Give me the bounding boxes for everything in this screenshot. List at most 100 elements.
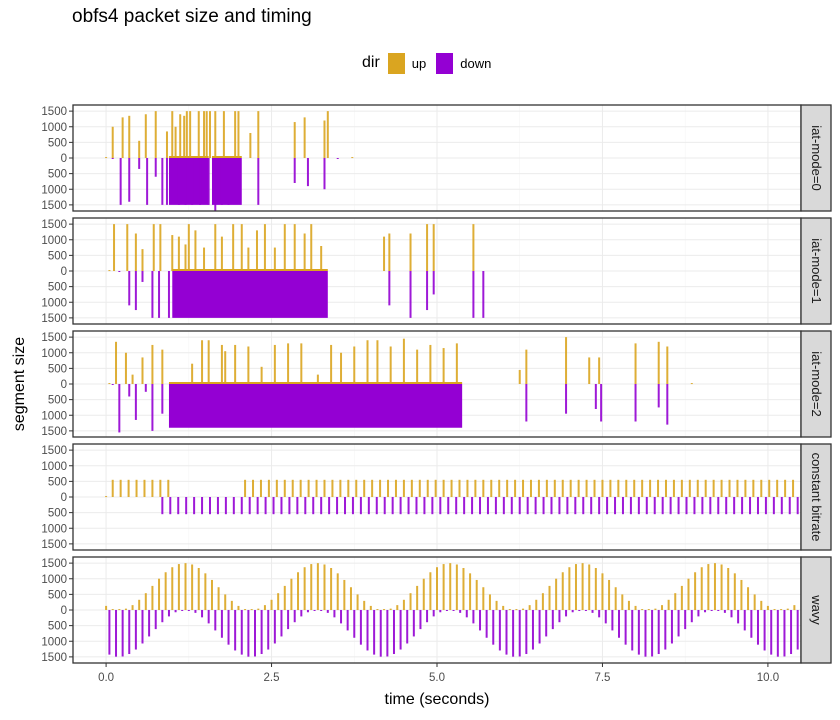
bar-up [214, 224, 217, 271]
bar-down [551, 610, 554, 630]
bar-up [283, 224, 286, 271]
bar-up [127, 479, 130, 497]
bar-up [331, 479, 334, 497]
bar-down [545, 610, 548, 637]
bar-down [419, 610, 422, 630]
bar-down [320, 497, 323, 515]
bar-up [502, 605, 505, 610]
bar-up [151, 344, 154, 384]
y-tick-label: 1000 [41, 574, 67, 586]
bar-up [185, 111, 188, 158]
bar-down [224, 497, 227, 515]
bar-down [214, 158, 217, 212]
y-tick-label: 1500 [41, 558, 67, 570]
bar-down [594, 384, 597, 409]
bar-down [216, 497, 219, 515]
bar-down [273, 610, 276, 644]
bar-up [369, 605, 372, 610]
bar-down [174, 610, 177, 613]
bar-up [784, 479, 787, 497]
bar-up [167, 479, 170, 497]
bar-up [121, 117, 124, 158]
bar-up [518, 369, 521, 384]
bar-up [696, 479, 699, 497]
bar-down [550, 497, 553, 515]
bar-down [161, 384, 164, 414]
bar-down [165, 158, 168, 205]
bar-up [179, 114, 182, 158]
bar-down [684, 610, 687, 630]
bar-down [670, 610, 673, 644]
bar-down [118, 271, 121, 272]
bar-up [108, 270, 111, 272]
bar-down [447, 497, 450, 515]
bar-down [138, 158, 141, 169]
legend-key-down [436, 52, 454, 74]
bar-up [249, 133, 252, 158]
bar-up [234, 111, 237, 158]
bar-up [561, 479, 564, 497]
bar-up [330, 567, 333, 610]
y-axis-title: segment size [11, 337, 28, 431]
bar-up [588, 564, 591, 610]
y-tick-label: 1500 [41, 539, 67, 551]
bar-down [590, 497, 593, 515]
bar-down [578, 610, 581, 611]
bar-up [189, 111, 192, 158]
bar-up [154, 111, 157, 158]
bar-down [141, 610, 144, 644]
bar-up [555, 578, 558, 610]
bar-up [105, 496, 108, 498]
bar-down [300, 610, 303, 617]
bar-up [720, 564, 723, 610]
bar-up [128, 115, 131, 158]
bar-up [455, 343, 458, 384]
bar-down [571, 610, 574, 613]
strip-label: iat-mode=1 [809, 238, 824, 303]
bar-down [790, 610, 793, 655]
bar-up [687, 578, 690, 610]
bar-up [482, 479, 485, 497]
bar-up [144, 114, 147, 158]
bar-up [224, 594, 227, 610]
bar-down [375, 497, 378, 515]
bar-up [409, 593, 412, 610]
bar-up [442, 564, 445, 610]
bar-up [363, 600, 366, 610]
strip-label: constant bitrate [809, 453, 824, 542]
bar-up [594, 567, 597, 610]
bar-down [296, 497, 299, 515]
bar-up [277, 593, 280, 610]
legend-label-up: up [411, 55, 427, 71]
bar-down [167, 610, 170, 617]
bar-down [193, 497, 196, 515]
bar-down [518, 610, 521, 657]
bar-up [111, 479, 114, 497]
bar-up [768, 479, 771, 497]
bar-up [694, 572, 697, 610]
bar-down [207, 158, 210, 205]
legend-key-up [387, 52, 405, 74]
bar-up [657, 341, 660, 384]
bar-up [664, 479, 667, 497]
bar-up [674, 593, 677, 610]
y-tick-label: 1500 [41, 332, 67, 344]
bar-down [336, 497, 339, 515]
bar-up [220, 236, 223, 271]
block-down [168, 384, 463, 428]
bar-up [366, 340, 369, 384]
bar-down [730, 610, 733, 618]
bar-up [545, 479, 548, 497]
bar-down [158, 271, 161, 318]
bar-down [565, 610, 568, 617]
bar-down [763, 610, 766, 651]
bar-up [320, 246, 323, 271]
bar-down [340, 610, 343, 624]
bar-down [151, 271, 154, 318]
bar-down [631, 610, 634, 651]
bar-down [264, 497, 267, 515]
y-tick-label: 1500 [41, 219, 67, 231]
bar-up [608, 579, 611, 610]
bar-up [508, 609, 511, 611]
bar-down [743, 610, 746, 631]
